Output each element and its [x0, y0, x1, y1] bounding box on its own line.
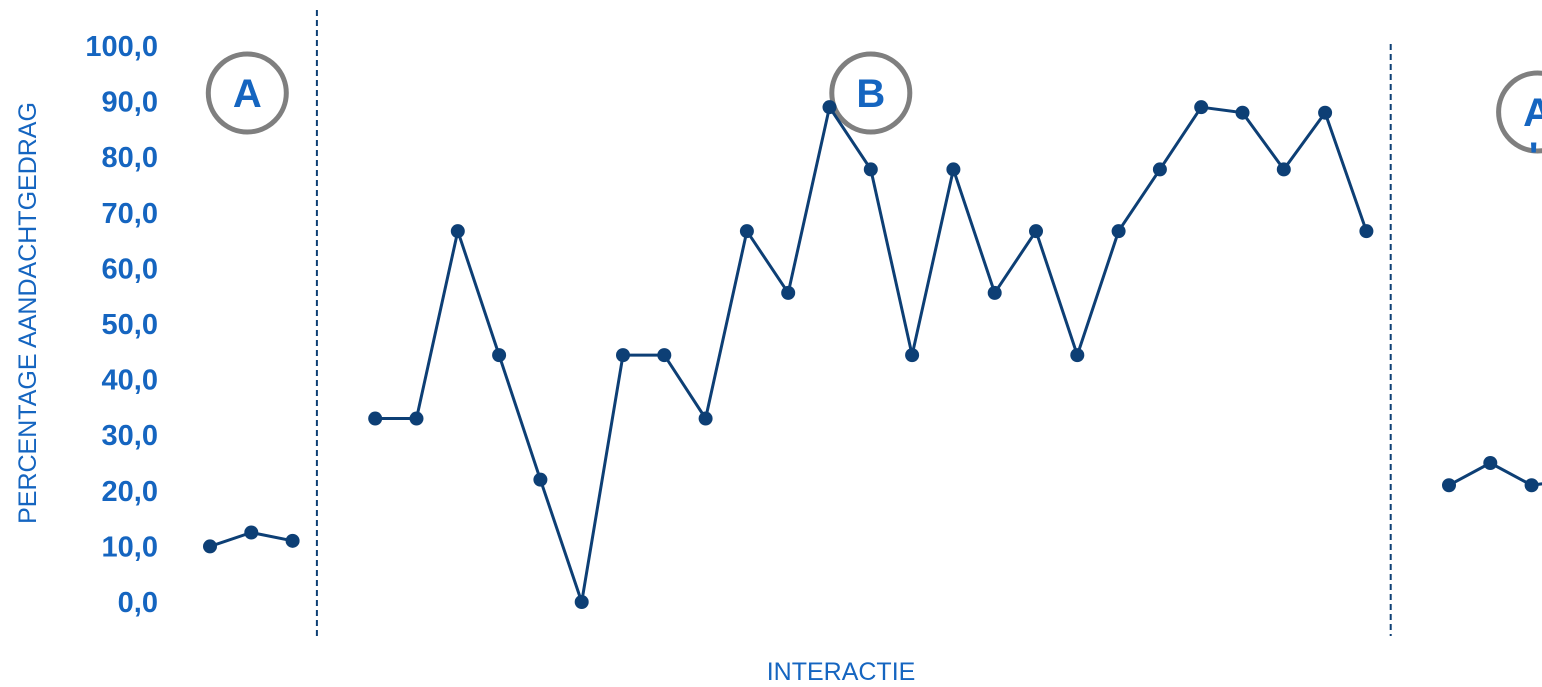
data-point [450, 224, 465, 239]
data-point [657, 348, 672, 363]
phase-letter: A [1523, 91, 1542, 135]
y-tick-label: 20,0 [102, 476, 158, 508]
phase-circle [1496, 70, 1542, 154]
series-1 [203, 525, 300, 554]
data-point [285, 533, 300, 548]
data-point [1524, 478, 1539, 493]
y-tick-label: 10,0 [102, 531, 158, 563]
data-point [1276, 162, 1291, 177]
phase-mark: ' [1529, 135, 1539, 179]
series-3 [1442, 456, 1542, 493]
y-tick-label: 40,0 [102, 365, 158, 397]
series-2 [368, 100, 1374, 609]
phase-labels: A B A' [205, 51, 1542, 179]
data-point [1070, 348, 1085, 363]
data-point [1152, 162, 1167, 177]
data-point [781, 285, 796, 300]
phase-label-3: A' [1496, 70, 1542, 179]
data-point [616, 348, 630, 363]
y-tick-label: 80,0 [102, 142, 158, 174]
data-point [698, 411, 713, 426]
data-point [987, 285, 1002, 300]
data-point [1235, 105, 1250, 120]
data-point [863, 162, 878, 177]
data-series [203, 100, 1542, 609]
phase-dividers [315, 10, 1392, 636]
data-point [1483, 456, 1498, 470]
data-point [1318, 105, 1333, 120]
y-tick-label: 0,0 [118, 587, 158, 619]
data-point [905, 348, 920, 363]
data-point [533, 472, 548, 487]
y-tick-label: 50,0 [102, 309, 158, 341]
data-point [1194, 100, 1209, 115]
data-point [822, 100, 837, 115]
phase-label-2: B [829, 51, 913, 135]
x-axis-label: INTERACTIE [767, 658, 916, 686]
y-tick-labels: 0,0 10,0 20,0 30,0 40,0 50,0 60,0 70,0 80,0 90,0 1… [85, 31, 158, 619]
y-tick-label: 90,0 [102, 87, 158, 119]
data-point [368, 411, 383, 426]
data-point [739, 224, 754, 239]
data-point [1359, 224, 1374, 239]
data-point [574, 595, 589, 609]
data-point [1029, 224, 1043, 239]
phase-letter: A [233, 72, 262, 116]
data-point [244, 525, 259, 540]
series-line [375, 103, 1368, 603]
phase-label-1: A [205, 51, 289, 135]
y-tick-label: 30,0 [102, 420, 158, 452]
y-tick-label: 70,0 [102, 198, 158, 230]
phase-circle [205, 51, 289, 135]
data-point [1442, 478, 1456, 493]
y-tick-label: 60,0 [102, 253, 158, 285]
phase-circle [829, 51, 913, 135]
data-point [409, 411, 424, 426]
y-tick-label: 100,0 [85, 31, 158, 63]
data-point [492, 348, 507, 363]
y-axis-label: PERCENTAGE AANDACHTGEDRAG [14, 102, 42, 524]
data-point [203, 539, 217, 554]
data-point [1111, 224, 1126, 239]
data-point [946, 162, 961, 177]
phase-letter: B [856, 72, 885, 116]
